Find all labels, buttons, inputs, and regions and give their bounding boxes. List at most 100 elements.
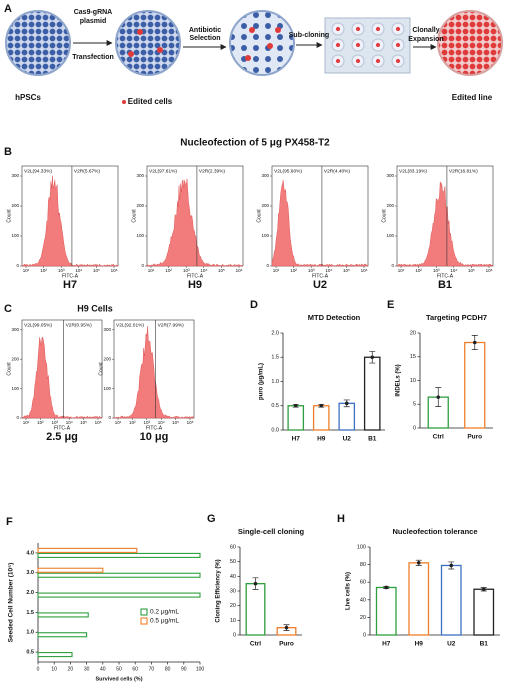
y-tick-label: 300 xyxy=(386,173,394,178)
axis-label: FITC-A xyxy=(146,425,163,431)
bar xyxy=(37,567,104,573)
panel-title: H9 Cells xyxy=(77,303,113,313)
x-tick-label: 100 xyxy=(196,666,205,672)
histogram xyxy=(396,181,494,267)
gate-label: V2L(97.61%) xyxy=(149,168,177,174)
y-tick-label: 300 xyxy=(261,173,269,178)
axis-label: Count xyxy=(256,209,262,223)
edited-cell xyxy=(137,29,143,35)
y-tick-label: 0 xyxy=(108,415,111,420)
y-tick-label: 0 xyxy=(266,263,269,268)
x-tick-label: 10² xyxy=(129,420,136,425)
x-tick-label: 70 xyxy=(149,666,155,672)
arrow-label: Selection xyxy=(189,35,220,42)
y-tick-label: 15 xyxy=(410,354,416,360)
x-tick-label: H9 xyxy=(317,436,326,443)
axis-label: Count xyxy=(381,209,387,223)
clone xyxy=(356,59,360,63)
clone xyxy=(376,27,380,31)
bar xyxy=(37,592,201,598)
clone xyxy=(336,43,340,47)
mean-dot xyxy=(370,355,375,360)
x-tick-label: 20 xyxy=(68,666,74,672)
y-tick-label: 0 xyxy=(16,263,19,268)
clone xyxy=(356,27,360,31)
y-tick-label: 30 xyxy=(230,588,236,594)
x-tick-label: 10⁶ xyxy=(111,268,118,273)
x-tick-label: 10³ xyxy=(52,420,59,425)
arrow-label: plasmid xyxy=(80,18,106,25)
mean-dot xyxy=(449,563,454,568)
chart-title: Nucleofection tolerance xyxy=(392,527,477,536)
gate-label: V2R(2.39%) xyxy=(199,168,226,174)
x-tick-label: 10⁴ xyxy=(158,420,165,425)
legend-label: 0.2 μg/mL xyxy=(150,609,179,616)
x-tick-label: 10⁴ xyxy=(325,268,332,273)
x-tick-label: 10⁴ xyxy=(200,268,207,273)
y-tick-label: 300 xyxy=(136,173,144,178)
x-tick-label: 10⁴ xyxy=(66,420,73,425)
axis-label: FITC-A xyxy=(187,273,204,279)
gate-label: V2R(0.95%) xyxy=(66,322,93,328)
panel-letter: A xyxy=(4,3,12,15)
node-label: hPSCs xyxy=(15,93,41,102)
x-tick-label: 10⁵ xyxy=(343,268,350,273)
y-tick-label: 300 xyxy=(11,327,19,332)
bar xyxy=(440,564,462,636)
y-tick-label: 10 xyxy=(410,378,416,384)
axis-label: Live cells (%) xyxy=(346,572,352,610)
bar xyxy=(375,586,397,636)
mean-dot xyxy=(416,561,421,565)
bar xyxy=(408,562,430,636)
y-tick-label: 100 xyxy=(386,233,394,238)
axis-label: Survived cells (%) xyxy=(95,676,142,682)
x-tick-label: 10¹ xyxy=(115,420,122,425)
gate-label: V2L(99.05%) xyxy=(24,322,52,328)
arrow-label: Expansion xyxy=(408,36,443,43)
gate-label: V2R(5.67%) xyxy=(74,168,101,174)
y-tick-label: 200 xyxy=(386,203,394,208)
y-tick-label: 100 xyxy=(357,544,366,550)
arrow-label: Clonally xyxy=(412,27,439,34)
x-tick-label: 10⁶ xyxy=(236,268,243,273)
histogram xyxy=(21,175,119,267)
y-tick-label: 0 xyxy=(413,425,416,431)
y-tick-label: 40 xyxy=(230,574,236,580)
gate-label: V2L(95.60%) xyxy=(274,168,302,174)
y-tick-label: 0.0 xyxy=(271,427,279,433)
edited-cell xyxy=(249,27,255,33)
y-tick-label: 0 xyxy=(141,263,144,268)
histogram xyxy=(21,337,103,419)
x-tick-label: 30 xyxy=(84,666,90,672)
edited-cell xyxy=(275,27,281,33)
x-tick-label: 60 xyxy=(132,666,138,672)
axis-label: Cloning Efficiency (%) xyxy=(216,559,222,622)
x-tick-label: U2 xyxy=(343,436,352,443)
mean-dot xyxy=(481,587,486,592)
y-tick-label: 200 xyxy=(261,203,269,208)
sample-name: 10 μg xyxy=(140,431,169,443)
x-tick-label: Ctrl xyxy=(250,641,261,648)
x-tick-label: 10⁶ xyxy=(361,268,368,273)
bar xyxy=(312,405,330,431)
gate-label: V2R(16.81%) xyxy=(449,168,478,174)
x-tick-label: Puro xyxy=(279,641,294,648)
y-tick-label: 1.0 xyxy=(26,630,34,636)
x-tick-label: 10³ xyxy=(308,268,315,273)
arrow-label: Cas9-gRNA xyxy=(74,9,113,16)
y-tick-label: 300 xyxy=(11,173,19,178)
clone xyxy=(336,27,340,31)
dish xyxy=(115,10,181,76)
y-tick-label: 100 xyxy=(136,233,144,238)
edited-cell xyxy=(128,51,134,57)
x-tick-label: 10² xyxy=(290,268,297,273)
y-tick-label: 100 xyxy=(103,386,111,391)
bullet xyxy=(122,100,126,104)
x-tick-label: 10⁵ xyxy=(218,268,225,273)
y-tick-label: 100 xyxy=(261,233,269,238)
bar xyxy=(37,612,89,618)
x-tick-label: 10¹ xyxy=(273,268,280,273)
sample-name: H7 xyxy=(63,279,77,291)
y-tick-label: 60 xyxy=(360,580,366,586)
